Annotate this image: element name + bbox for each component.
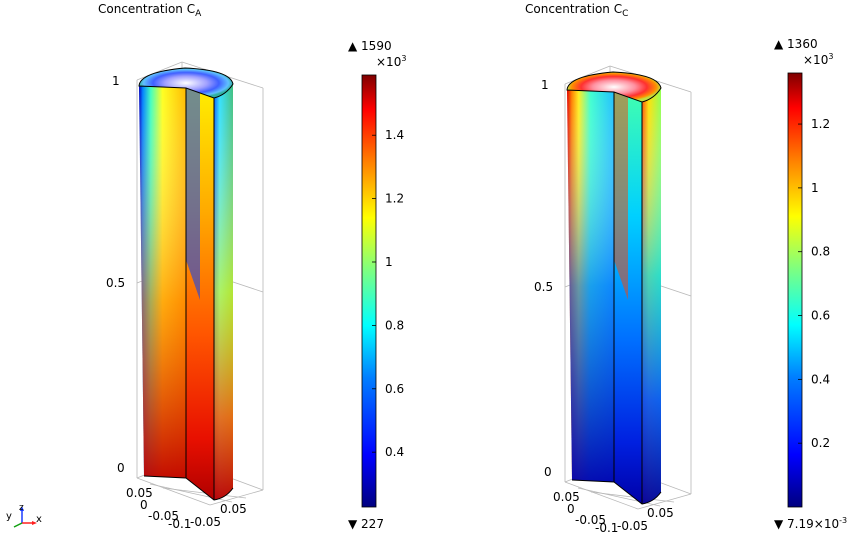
plot-canvas: 1 0.5 0 0.05 0 -0.05 -0.1 -0.05 0.05 ▲ 1…: [534, 37, 847, 535]
plot-canvas: 1 0.5 0 0.05 0 -0.05 -0.1 -0.05 0.05 ▲ 1…: [106, 39, 406, 531]
z-tick-label: 0: [544, 465, 552, 479]
xy-tick-label: 0.05: [553, 490, 580, 504]
z-tick-label: 0.5: [106, 276, 125, 290]
colorbar-tick-label: 0.2: [811, 436, 830, 450]
colorbar-tick-label: 0.4: [811, 372, 830, 386]
cylinder-model: [566, 71, 662, 505]
xy-tick-label: -0.1: [168, 517, 191, 531]
xy-tick-label: 0.05: [126, 486, 153, 500]
colorbar-tick-label: 1.2: [811, 117, 830, 131]
xy-tick-label: -0.05: [617, 519, 648, 533]
colorbar-tick-label: 0.6: [811, 309, 830, 323]
colorbar-tick-label: 0.6: [385, 382, 404, 396]
xy-tick-label: 0: [140, 498, 148, 512]
colorbar-tick-label: 0.4: [385, 445, 404, 459]
xy-tick-label: 0.05: [647, 506, 674, 520]
colorbar-tick-label: 1.2: [385, 192, 404, 206]
triad-x-label: x: [36, 514, 42, 525]
z-tick-label: 1: [541, 78, 549, 92]
z-tick-label: 1: [112, 74, 120, 88]
xy-tick-label: 0: [567, 502, 575, 516]
colorbar-min-label: ▼ 227: [348, 517, 384, 531]
plot-concentration-c: Concentration CC: [431, 0, 862, 556]
z-tick-label: 0: [117, 461, 125, 475]
plot-concentration-a: Concentration CA: [98, 2, 406, 531]
colorbar-tick-label: 0.8: [811, 245, 830, 259]
colorbar-tick-label: 0.8: [385, 318, 404, 332]
colorbar-tick-label: 1: [385, 255, 393, 269]
colorbar-max-label: ▲ 1590: [348, 39, 392, 53]
colorbar-min-label: ▼ 7.19×10-3: [774, 516, 847, 531]
colorbar-multiplier: ×103: [803, 52, 833, 67]
cylinder-model: [138, 67, 234, 501]
triad-z-label: z: [19, 503, 24, 513]
xy-tick-label: -0.05: [148, 509, 179, 523]
xy-tick-label: -0.1: [595, 521, 618, 535]
axis-triad: z y x: [6, 503, 42, 528]
colorbar-tick-label: 1.4: [385, 128, 404, 142]
colorbar-max-label: ▲ 1360: [774, 37, 818, 51]
colorbar: ▲ 1590 ×103 1.4 1.2 1 0.8 0.6 0.4 ▼ 227: [348, 39, 406, 531]
triad-y-label: y: [6, 511, 12, 522]
colorbar-multiplier: ×103: [376, 54, 406, 69]
plot-title: Concentration CA: [98, 2, 202, 19]
xy-tick-label: -0.05: [190, 515, 221, 529]
xy-tick-label: 0.05: [220, 502, 247, 516]
z-tick-label: 0.5: [534, 280, 553, 294]
plot-title: Concentration CC: [525, 2, 629, 19]
xy-tick-label: -0.05: [575, 513, 606, 527]
colorbar: ▲ 1360 ×103 1.2 1 0.8 0.6 0.4 0.2 ▼ 7.19×10-3: [774, 37, 847, 531]
colorbar-tick-label: 1: [811, 181, 819, 195]
